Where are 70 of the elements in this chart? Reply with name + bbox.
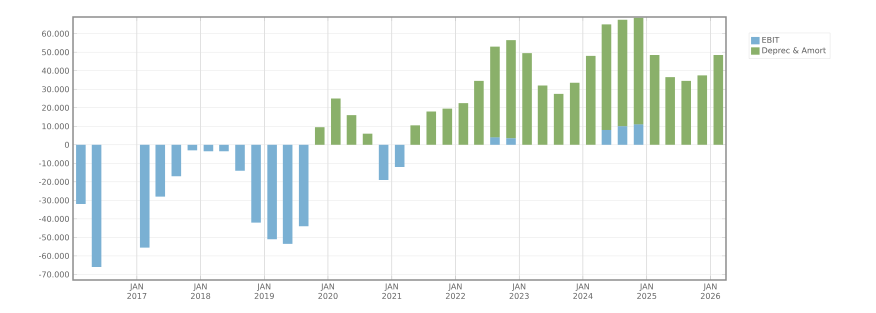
bar xyxy=(681,80,692,145)
bar xyxy=(172,144,182,176)
y-tick-label: 50.000 xyxy=(42,49,69,56)
bar xyxy=(714,54,724,145)
y-tick-label: 60.000 xyxy=(42,30,69,37)
bar xyxy=(474,80,484,145)
bar xyxy=(490,137,500,145)
x-tick-label: JAN 2020 xyxy=(318,284,338,299)
bar xyxy=(394,144,404,168)
legend-label: EBIT xyxy=(762,36,780,43)
y-tick-label: -10.000 xyxy=(39,160,69,166)
x-tick-label: JAN 2021 xyxy=(382,284,402,299)
bar xyxy=(282,144,292,244)
y-tick-label: 10.000 xyxy=(42,123,69,130)
x-tick-label: JAN 2024 xyxy=(573,284,593,299)
x-tick-label: JAN 2026 xyxy=(700,284,720,299)
bar xyxy=(155,144,166,197)
bar xyxy=(634,18,644,124)
bar xyxy=(554,94,564,145)
bar xyxy=(697,75,708,145)
bar xyxy=(522,53,532,145)
bar xyxy=(362,134,372,145)
bar xyxy=(634,124,644,145)
y-tick-label: -20.000 xyxy=(39,178,69,185)
bar xyxy=(92,144,102,268)
y-tick-label: -70.000 xyxy=(39,271,69,278)
bar xyxy=(235,144,245,171)
bar xyxy=(251,144,261,223)
bar xyxy=(298,144,309,226)
x-tick-label: JAN 2025 xyxy=(637,284,656,299)
bar xyxy=(506,40,516,138)
y-tick-label: -30.000 xyxy=(39,197,69,204)
y-tick-label: -40.000 xyxy=(39,216,69,222)
bar xyxy=(618,126,628,145)
bar xyxy=(140,144,150,248)
x-tick-label: JAN 2019 xyxy=(254,284,274,299)
y-tick-label: -50.000 xyxy=(39,234,69,240)
y-tick-label: 20.000 xyxy=(42,104,69,111)
bar xyxy=(442,108,452,145)
bar xyxy=(538,86,548,145)
bar xyxy=(665,77,675,145)
bar xyxy=(314,127,325,145)
bar xyxy=(188,144,198,150)
bar xyxy=(458,103,468,145)
bar xyxy=(602,24,612,130)
y-tick-label: 40.000 xyxy=(42,68,69,74)
bar xyxy=(490,46,500,138)
bar xyxy=(204,144,214,152)
bar xyxy=(346,115,356,145)
bar xyxy=(410,125,420,145)
bar xyxy=(602,130,612,145)
legend-label: Deprec & Amort xyxy=(762,47,826,55)
x-tick-label: JAN 2018 xyxy=(190,284,210,299)
bar xyxy=(506,138,516,145)
x-tick-label: JAN 2022 xyxy=(446,284,465,299)
bar xyxy=(586,56,596,145)
bar xyxy=(219,144,229,152)
bar xyxy=(331,98,341,145)
bar xyxy=(570,82,580,145)
bar xyxy=(267,144,277,240)
bar xyxy=(426,111,436,145)
y-tick-label: 0 xyxy=(64,142,69,148)
y-tick-label: -60.000 xyxy=(39,252,69,259)
bar xyxy=(378,144,388,180)
y-tick-label: 30.000 xyxy=(42,86,69,92)
bar xyxy=(618,20,628,126)
x-tick-label: JAN 2023 xyxy=(510,284,529,299)
bar xyxy=(76,144,86,204)
x-tick-label: JAN 2017 xyxy=(127,284,146,299)
bar xyxy=(650,54,660,145)
